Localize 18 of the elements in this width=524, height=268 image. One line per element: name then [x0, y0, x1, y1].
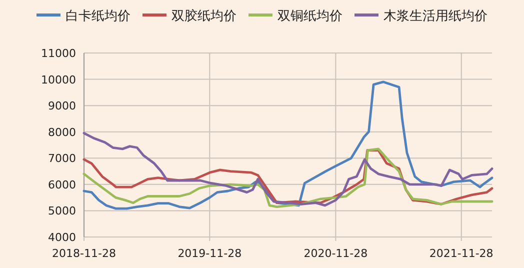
x-tick-label: 2020-11-28: [304, 247, 368, 260]
y-tick-label: 10000: [41, 73, 76, 86]
y-tick-label: 5000: [48, 204, 76, 218]
y-tick-label: 11000: [41, 47, 76, 60]
x-tick-label: 2019-11-28: [178, 247, 242, 260]
y-tick-label: 9000: [48, 100, 76, 113]
x-tick-label: 2018-11-28: [52, 247, 116, 260]
legend-label: 双胶纸均价: [172, 9, 236, 24]
y-tick-label: 6000: [48, 178, 76, 192]
line-series: [82, 132, 494, 207]
legend-label: 白卡纸均价: [66, 9, 130, 24]
x-tick-label: 2021-11-28: [429, 247, 494, 260]
y-tick-label: 4000: [48, 231, 76, 244]
line-series: [82, 80, 494, 210]
legend-label: 木浆生活用纸均价: [384, 9, 488, 24]
legend-label: 双铜纸均价: [278, 9, 342, 24]
y-tick-label: 8000: [48, 126, 76, 139]
y-tick-label: 7000: [48, 152, 76, 166]
